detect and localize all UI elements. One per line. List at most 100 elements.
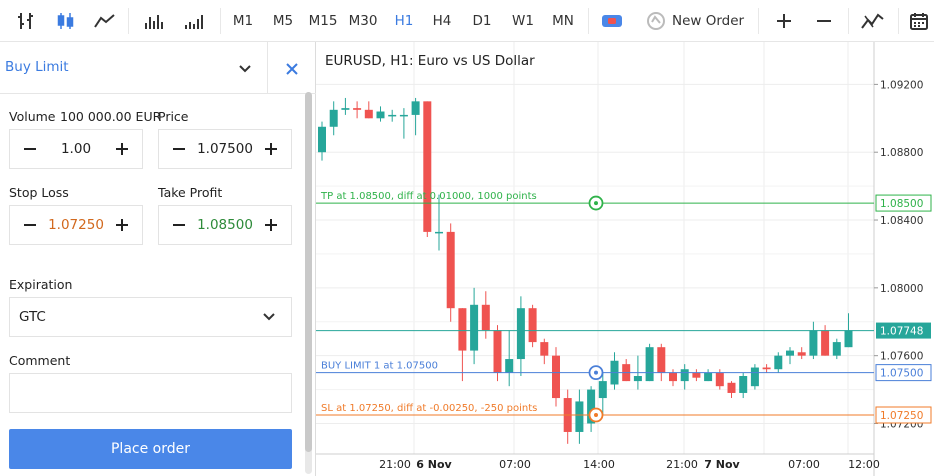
candle: [470, 304, 479, 351]
candle: [774, 355, 783, 370]
candle: [388, 114, 397, 117]
plus-icon[interactable]: [102, 130, 142, 168]
timeframe-mn[interactable]: MN: [552, 12, 574, 29]
price-stepper[interactable]: 1.07500: [158, 129, 292, 169]
toolbar-separator: [128, 8, 129, 34]
volume-ticks-icon[interactable]: [180, 0, 208, 41]
candle: [739, 376, 748, 393]
stop-loss-input[interactable]: 1.07250: [48, 217, 104, 233]
expiration-label: Expiration: [9, 277, 73, 292]
bar-chart-icon[interactable]: [12, 0, 40, 41]
zoom-out-icon[interactable]: [812, 0, 836, 41]
take-profit-label: Take Profit: [158, 185, 223, 200]
minus-icon[interactable]: [10, 130, 50, 168]
buy_limit-line-label: BUY LIMIT 1 at 1.07500: [321, 361, 438, 372]
timeframe-m15[interactable]: M15: [308, 12, 338, 29]
time-tick-label: 07:00: [788, 458, 820, 471]
candle: [657, 347, 666, 373]
toolbar-separator: [758, 8, 759, 34]
candle: [411, 101, 420, 115]
chart-canvas[interactable]: 1.09200 1.08800 1.08400 1.08000 1.07600 1.072…: [316, 42, 934, 476]
timeframe-w1[interactable]: W1: [512, 12, 534, 29]
panel-scrollbar[interactable]: [305, 92, 312, 474]
candle: [399, 114, 408, 117]
candle: [633, 376, 642, 382]
candle: [364, 109, 373, 119]
price-label: Price: [158, 109, 189, 124]
order-panel-header: Buy Limit: [0, 42, 316, 94]
new-order-button[interactable]: New Order: [672, 12, 745, 29]
chevron-down-icon[interactable]: [234, 58, 256, 80]
volume-label: Volume: [9, 109, 56, 124]
chevron-down-icon[interactable]: [259, 307, 279, 331]
volume-stepper[interactable]: 1.00: [9, 129, 143, 169]
timeframe-m5[interactable]: M5: [272, 12, 294, 29]
price-chart[interactable]: 1.09200 1.08800 1.08400 1.08000 1.07600 1.072…: [316, 42, 934, 476]
plus-icon[interactable]: [102, 206, 142, 244]
stop-loss-stepper[interactable]: 1.07250: [9, 205, 143, 245]
price-tick-label: 1.09200: [880, 79, 923, 91]
candle: [458, 308, 467, 351]
price-input[interactable]: 1.07500: [197, 141, 253, 157]
take-profit-input[interactable]: 1.08500: [197, 217, 253, 233]
toolbar-separator: [220, 8, 221, 34]
minus-icon[interactable]: [159, 206, 199, 244]
time-tick-label: 07:00: [499, 458, 531, 471]
candle: [692, 372, 701, 378]
candle: [680, 369, 689, 382]
sl-line-label: SL at 1.07250, diff at -0.00250, -250 po…: [321, 403, 537, 414]
tp-line-label: TP at 1.08500, diff at 0.01000, 1000 poi…: [320, 191, 537, 202]
calendar-icon[interactable]: [906, 0, 932, 41]
toolbar-separator: [898, 8, 899, 34]
candle: [832, 342, 841, 356]
candle: [353, 108, 362, 110]
volume-bars-icon[interactable]: [140, 0, 168, 41]
zoom-in-icon[interactable]: [772, 0, 796, 41]
volume-input[interactable]: 1.00: [60, 141, 92, 157]
candle: [516, 308, 525, 360]
line-chart-icon[interactable]: [90, 0, 120, 41]
take-profit-stepper[interactable]: 1.08500: [158, 205, 292, 245]
candle: [750, 367, 759, 387]
one-click-icon[interactable]: [644, 0, 668, 41]
toolbar-separator: [848, 8, 849, 34]
current-price-label: 1.07748: [880, 326, 923, 338]
minus-icon[interactable]: [159, 130, 199, 168]
timeframe-m1[interactable]: M1: [232, 12, 254, 29]
close-icon[interactable]: [280, 57, 304, 81]
candle: [552, 355, 560, 399]
time-tick-label: 6 Nov: [416, 458, 452, 471]
timeframe-h1[interactable]: H1: [394, 12, 414, 29]
expiration-select[interactable]: GTC: [9, 297, 292, 337]
candle: [528, 308, 537, 343]
place-order-button[interactable]: Place order: [9, 429, 292, 469]
indicators-icon[interactable]: [858, 0, 888, 41]
price-tick-label: 1.07600: [880, 351, 923, 363]
candle: [493, 330, 502, 373]
timeframe-m30[interactable]: M30: [348, 12, 378, 29]
order-type-select[interactable]: Buy Limit: [5, 59, 69, 75]
chart-title: EURUSD, H1: Euro vs US Dollar: [325, 53, 535, 69]
comment-input[interactable]: [9, 373, 292, 413]
minus-icon[interactable]: [10, 206, 50, 244]
plus-icon[interactable]: [251, 130, 291, 168]
plus-icon[interactable]: [251, 206, 291, 244]
candle: [575, 401, 584, 432]
expiration-value: GTC: [19, 309, 46, 325]
scrollbar-thumb[interactable]: [305, 92, 312, 452]
toggle-icon[interactable]: [598, 0, 626, 41]
timeframe-h4[interactable]: H4: [432, 12, 452, 29]
candle: [505, 359, 514, 373]
candle: [844, 330, 853, 348]
time-tick-label: 21:00: [379, 458, 411, 471]
stop-loss-label: Stop Loss: [9, 185, 69, 200]
candlestick-chart-icon[interactable]: [52, 0, 80, 41]
sl-price-tag: [875, 406, 932, 424]
candle: [481, 304, 490, 331]
candle: [446, 231, 455, 309]
candle: [435, 231, 443, 234]
timeframe-d1[interactable]: D1: [472, 12, 492, 29]
candle: [540, 342, 549, 356]
time-tick-label: 12:00: [848, 458, 880, 471]
candle: [329, 109, 338, 127]
